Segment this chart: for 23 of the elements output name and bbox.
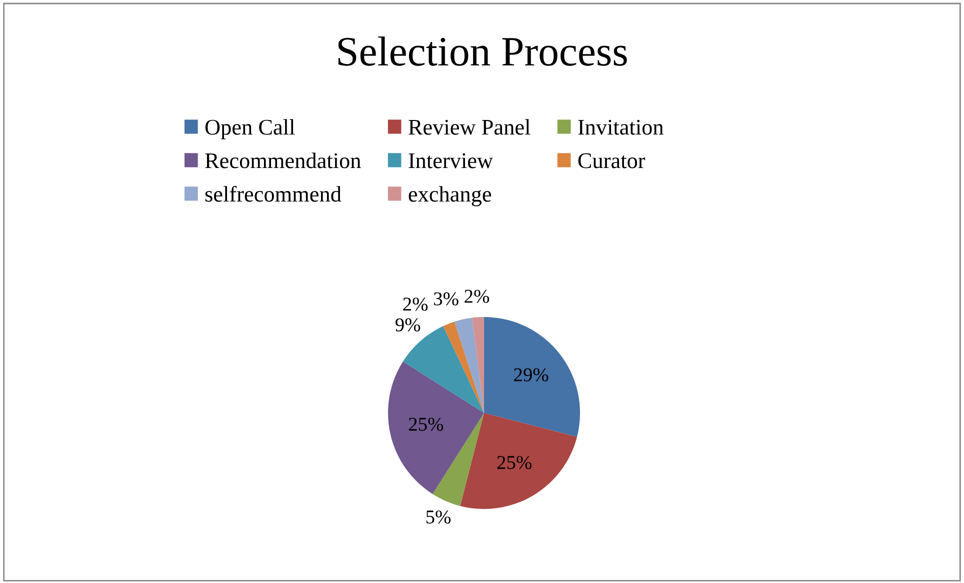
pie-slice [472,316,484,413]
pie-slice [388,362,484,494]
data-label: 25% [497,456,532,470]
data-label: 3% [434,292,458,306]
data-label: 9% [396,318,420,332]
pie-slice [443,322,484,413]
data-label: 2% [464,290,490,303]
legend-label: Recommendation [205,152,361,168]
legend-label: selfrecommend [205,186,342,202]
legend-label: Interview [408,153,493,168]
chart-title: Selection Process [338,36,627,66]
legend-label: Open Call [205,119,295,140]
data-label: 2% [403,298,428,311]
pie-slice [460,412,578,509]
pie-slice [454,318,484,413]
legend-label: Review Panel [408,119,530,135]
data-label: 29% [514,368,548,382]
legend-label: Invitation [578,120,664,135]
legend-label: exchange [408,186,492,206]
data-label: 25% [408,418,444,431]
data-label: 5% [426,510,451,524]
pie-slice [484,316,580,437]
legend-label: Curator [578,153,646,168]
